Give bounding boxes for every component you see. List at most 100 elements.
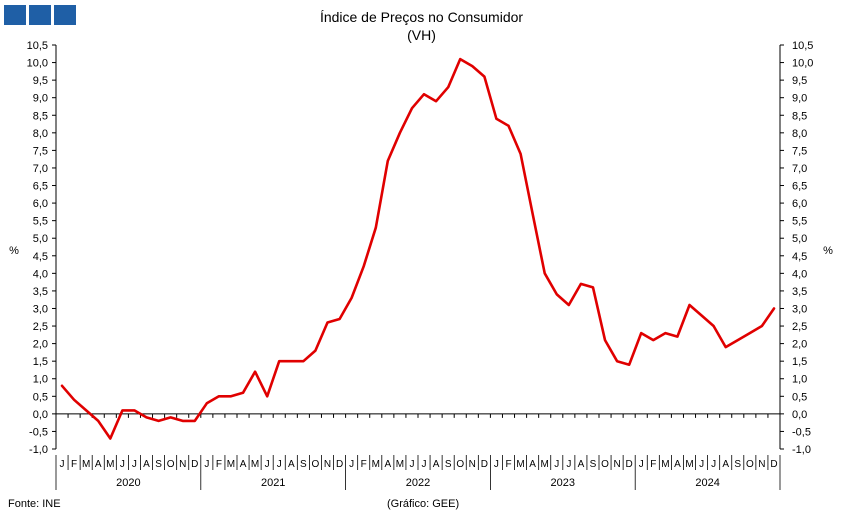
y-tick-label-right: 0,0 bbox=[792, 409, 807, 421]
month-label: A bbox=[433, 459, 440, 470]
month-label: S bbox=[445, 459, 452, 470]
month-label: A bbox=[95, 459, 102, 470]
chart-subtitle: (VH) bbox=[407, 27, 436, 43]
year-label: 2024 bbox=[695, 477, 719, 489]
month-label: A bbox=[288, 459, 295, 470]
y-tick-label-right: 6,0 bbox=[792, 198, 807, 210]
y-tick-label-right: 2,0 bbox=[792, 339, 807, 351]
month-label: J bbox=[409, 459, 414, 470]
y-tick-label-left: 10,0 bbox=[27, 58, 48, 70]
y-tick-label-left: 0,5 bbox=[33, 391, 48, 403]
month-label: M bbox=[251, 459, 259, 470]
month-label: S bbox=[155, 459, 162, 470]
y-tick-label-left: 3,0 bbox=[33, 303, 48, 315]
credit-note: (Gráfico: GEE) bbox=[387, 498, 460, 510]
month-label: J bbox=[422, 459, 427, 470]
y-tick-label-left: 0,0 bbox=[33, 409, 48, 421]
y-axis-label-left: % bbox=[9, 245, 19, 257]
y-tick-label-right: 10,5 bbox=[792, 40, 813, 52]
month-label: J bbox=[554, 459, 559, 470]
y-tick-label-right: 9,5 bbox=[792, 75, 807, 87]
month-label: M bbox=[227, 459, 235, 470]
y-tick-label-right: 0,5 bbox=[792, 391, 807, 403]
y-tick-label-right: 1,5 bbox=[792, 356, 807, 368]
month-label: F bbox=[505, 459, 511, 470]
month-label: M bbox=[661, 459, 669, 470]
y-tick-label-right: 8,5 bbox=[792, 110, 807, 122]
month-label: O bbox=[746, 459, 754, 470]
y-tick-label-left: 6,5 bbox=[33, 181, 48, 193]
y-tick-label-right: 4,5 bbox=[792, 251, 807, 263]
y-tick-label-left: 5,5 bbox=[33, 216, 48, 228]
series-line bbox=[60, 57, 776, 440]
y-tick-label-right: -0,5 bbox=[792, 426, 811, 438]
y-tick-label-left: 2,5 bbox=[33, 321, 48, 333]
y-tick-label-right: 10,0 bbox=[792, 58, 813, 70]
y-tick-label-right: 3,5 bbox=[792, 286, 807, 298]
y-tick-label-right: -1,0 bbox=[792, 444, 811, 456]
month-label: M bbox=[516, 459, 524, 470]
logo-block bbox=[54, 5, 76, 25]
y-tick-label-left: 4,5 bbox=[33, 251, 48, 263]
y-axis-label-right: % bbox=[823, 245, 833, 257]
month-label: S bbox=[590, 459, 597, 470]
month-label: N bbox=[179, 459, 186, 470]
logo-block bbox=[29, 5, 51, 25]
month-label: S bbox=[300, 459, 307, 470]
month-label: D bbox=[626, 459, 633, 470]
y-tick-label-left: 9,0 bbox=[33, 93, 48, 105]
month-label: J bbox=[349, 459, 354, 470]
month-label: J bbox=[711, 459, 716, 470]
month-label: J bbox=[639, 459, 644, 470]
year-label: 2023 bbox=[551, 477, 575, 489]
month-label: A bbox=[240, 459, 247, 470]
month-label: M bbox=[541, 459, 549, 470]
y-tick-label-right: 7,0 bbox=[792, 163, 807, 175]
month-label: J bbox=[494, 459, 499, 470]
source-note: Fonte: INE bbox=[8, 498, 61, 510]
month-label: M bbox=[685, 459, 693, 470]
month-label: M bbox=[396, 459, 404, 470]
logo-block bbox=[4, 5, 26, 25]
y-tick-label-left: 10,5 bbox=[27, 40, 48, 52]
month-label: A bbox=[384, 459, 391, 470]
month-label: A bbox=[578, 459, 585, 470]
month-label: N bbox=[469, 459, 476, 470]
y-tick-label-left: 6,0 bbox=[33, 198, 48, 210]
y-tick-label-left: 2,0 bbox=[33, 339, 48, 351]
y-tick-label-right: 8,0 bbox=[792, 128, 807, 140]
y-tick-label-left: 7,5 bbox=[33, 145, 48, 157]
y-tick-label-right: 9,0 bbox=[792, 93, 807, 105]
month-label: J bbox=[204, 459, 209, 470]
chart-axes bbox=[52, 44, 784, 490]
month-label: F bbox=[361, 459, 367, 470]
y-tick-label-right: 1,0 bbox=[792, 374, 807, 386]
month-label: D bbox=[336, 459, 343, 470]
gee-logo-icon bbox=[4, 5, 76, 25]
month-label: F bbox=[71, 459, 77, 470]
y-tick-label-left: 7,0 bbox=[33, 163, 48, 175]
month-label: J bbox=[60, 459, 65, 470]
month-label: A bbox=[529, 459, 536, 470]
month-label: A bbox=[143, 459, 150, 470]
month-label: O bbox=[312, 459, 320, 470]
year-label: 2020 bbox=[116, 477, 140, 489]
month-label: A bbox=[722, 459, 729, 470]
chart-title: Índice de Preços no Consumidor bbox=[319, 9, 524, 25]
month-label: D bbox=[481, 459, 488, 470]
y-tick-label-left: 1,5 bbox=[33, 356, 48, 368]
y-tick-label-left: 5,0 bbox=[33, 233, 48, 245]
y-tick-label-left: 8,5 bbox=[33, 110, 48, 122]
month-label: O bbox=[167, 459, 175, 470]
month-label: D bbox=[770, 459, 777, 470]
month-label: N bbox=[613, 459, 620, 470]
y-tick-label-right: 5,0 bbox=[792, 233, 807, 245]
y-tick-label-left: 3,5 bbox=[33, 286, 48, 298]
month-label: A bbox=[674, 459, 681, 470]
month-label: F bbox=[216, 459, 222, 470]
month-label: M bbox=[372, 459, 380, 470]
y-tick-label-left: 1,0 bbox=[33, 374, 48, 386]
month-label: J bbox=[120, 459, 125, 470]
month-label: O bbox=[456, 459, 464, 470]
